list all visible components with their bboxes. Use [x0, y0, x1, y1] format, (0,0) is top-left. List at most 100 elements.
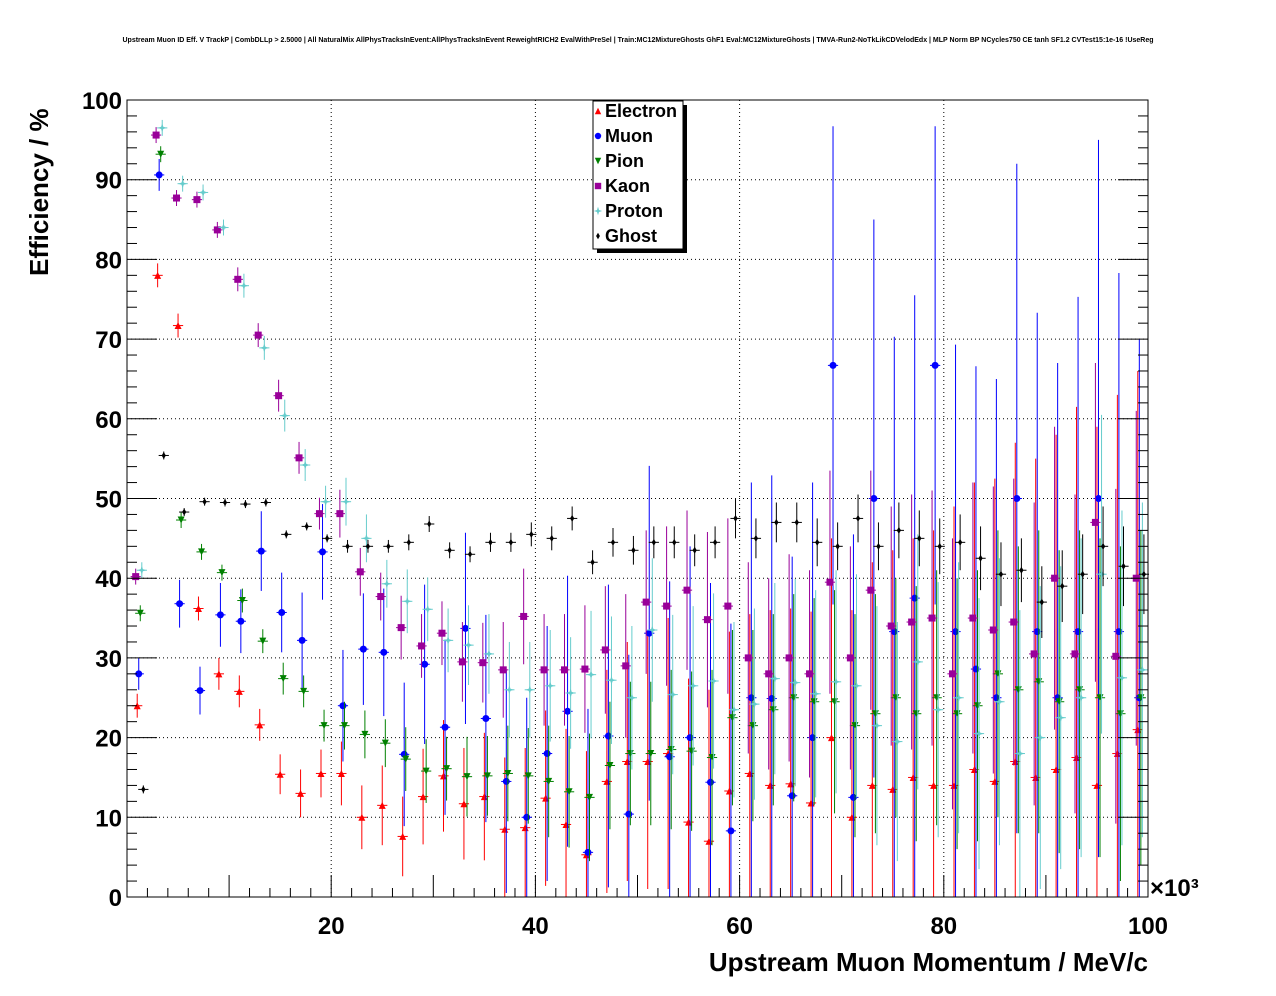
- legend-label-kaon: Kaon: [605, 176, 650, 196]
- electron-point: [399, 832, 407, 840]
- pion-point: [320, 722, 328, 730]
- ghost-point: [427, 520, 432, 528]
- muon-point: [502, 777, 510, 785]
- proton-point: [504, 685, 514, 695]
- ghost-point: [325, 534, 330, 542]
- ghost-point: [978, 554, 983, 562]
- muon-point: [584, 848, 592, 856]
- legend-marker-pion: [594, 157, 602, 165]
- kaon-point: [989, 626, 997, 634]
- kaon-point: [315, 510, 323, 518]
- kaon-point: [806, 670, 814, 678]
- kaon-point: [765, 670, 773, 678]
- kaon-point: [622, 662, 630, 670]
- proton-point: [1076, 693, 1086, 703]
- legend-label-ghost: Ghost: [605, 226, 657, 246]
- ghost-point: [345, 542, 350, 550]
- muon-point: [747, 694, 755, 702]
- proton-point: [198, 188, 208, 197]
- kaon-point: [356, 568, 364, 576]
- kaon-point: [213, 226, 221, 234]
- muon-point: [829, 361, 837, 369]
- pion-point: [606, 761, 614, 769]
- axis-ticks: 20 40 60 80 100 0 10 20 30 40 50 60 70 80 90 100: [82, 88, 1168, 940]
- ghost-point: [753, 534, 759, 542]
- electron-point: [358, 813, 366, 821]
- legend-marker-proton: [593, 206, 603, 216]
- proton-point: [831, 677, 841, 687]
- muon-point: [564, 707, 572, 715]
- legend-marker-ghost: [596, 232, 600, 240]
- muon-point: [216, 611, 224, 619]
- muon-point: [237, 617, 245, 625]
- kaon-point: [928, 614, 936, 622]
- pion-point: [565, 788, 573, 796]
- proton-point: [1097, 569, 1106, 579]
- series-pion: [135, 146, 1146, 882]
- legend-label-proton: Proton: [605, 201, 663, 221]
- proton-point: [1117, 673, 1127, 683]
- muon-point: [257, 547, 265, 555]
- muon-point: [380, 648, 388, 656]
- muon-point: [1013, 495, 1021, 502]
- muon-point: [1033, 628, 1041, 636]
- pion-point: [340, 722, 348, 730]
- proton-point: [668, 690, 678, 700]
- pion-point: [238, 597, 246, 605]
- kaon-point: [377, 593, 385, 601]
- ghost-point: [406, 538, 411, 546]
- pion-point: [177, 516, 185, 524]
- electron-point: [419, 793, 427, 801]
- proton-point: [709, 676, 719, 686]
- ghost-point: [1100, 542, 1106, 550]
- kaon-point: [744, 654, 752, 662]
- kaon-point: [683, 586, 691, 594]
- ghost-point: [549, 534, 554, 542]
- ghost-point: [1141, 570, 1147, 578]
- kaon-point: [418, 642, 426, 650]
- y-tick-label: 80: [95, 247, 122, 274]
- muon-point: [543, 750, 551, 758]
- muon-point: [359, 645, 367, 653]
- kaon-point: [1010, 618, 1018, 626]
- ghost-point: [508, 538, 513, 546]
- proton-point: [443, 635, 453, 645]
- ghost-point: [529, 530, 534, 538]
- legend-marker-kaon: [594, 182, 602, 190]
- x-tick-label: 100: [1128, 913, 1168, 940]
- proton-point: [1035, 733, 1045, 743]
- muon-point: [604, 732, 612, 740]
- electron-point: [174, 322, 182, 330]
- ghost-point: [243, 500, 248, 508]
- kaon-point: [724, 602, 732, 610]
- kaon-point: [499, 666, 507, 674]
- muon-point: [461, 624, 469, 632]
- proton-point: [525, 685, 535, 695]
- kaon-point: [173, 194, 181, 202]
- electron-point: [930, 781, 938, 789]
- muon-point: [727, 827, 735, 835]
- proton-point: [423, 604, 433, 614]
- kaon-point: [1112, 652, 1120, 660]
- muon-point: [666, 753, 674, 761]
- kaon-point: [254, 331, 262, 339]
- ghost-point: [365, 542, 371, 550]
- proton-point: [627, 693, 637, 703]
- muon-point: [319, 548, 327, 556]
- ghost-point: [182, 508, 187, 516]
- legend-entries: Electron Muon Pion Kaon Proton Ghost: [593, 101, 677, 246]
- kaon-point: [948, 670, 956, 678]
- pion-point: [402, 755, 410, 763]
- pion-point: [647, 750, 655, 758]
- ghost-point: [222, 498, 228, 506]
- ghost-point: [815, 538, 820, 546]
- kaon-point: [438, 629, 446, 637]
- legend-label-muon: Muon: [605, 126, 653, 146]
- kaon-point: [540, 666, 548, 674]
- pion-point: [422, 767, 430, 775]
- muon-point: [278, 608, 286, 616]
- muon-point: [788, 792, 796, 800]
- pion-point: [483, 772, 491, 780]
- ghost-point: [1060, 582, 1065, 590]
